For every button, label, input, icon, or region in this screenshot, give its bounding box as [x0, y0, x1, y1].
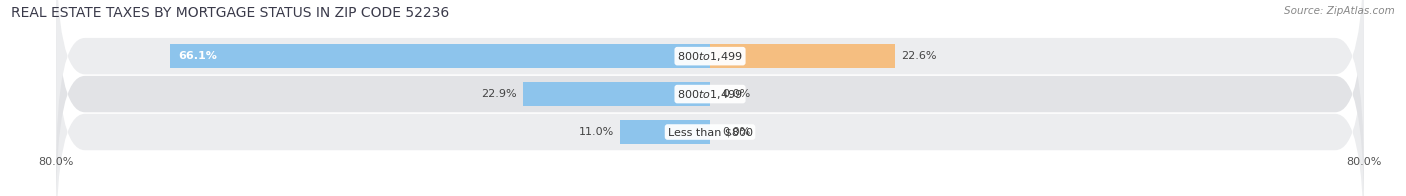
Bar [523, 82, 710, 106]
FancyBboxPatch shape [56, 0, 1364, 171]
FancyBboxPatch shape [56, 0, 1364, 196]
Text: 22.9%: 22.9% [481, 89, 516, 99]
FancyBboxPatch shape [56, 17, 1364, 196]
Text: REAL ESTATE TAXES BY MORTGAGE STATUS IN ZIP CODE 52236: REAL ESTATE TAXES BY MORTGAGE STATUS IN … [11, 6, 450, 20]
Bar [620, 120, 710, 144]
Bar [170, 44, 710, 68]
Text: 22.6%: 22.6% [901, 51, 936, 61]
Text: Less than $800: Less than $800 [668, 127, 752, 137]
Text: $800 to $1,499: $800 to $1,499 [678, 50, 742, 63]
Text: Source: ZipAtlas.com: Source: ZipAtlas.com [1284, 6, 1395, 16]
Text: 11.0%: 11.0% [578, 127, 613, 137]
Text: 0.0%: 0.0% [723, 127, 751, 137]
Bar [710, 44, 894, 68]
Text: $800 to $1,499: $800 to $1,499 [678, 88, 742, 101]
Text: 66.1%: 66.1% [179, 51, 217, 61]
Text: 0.0%: 0.0% [723, 89, 751, 99]
